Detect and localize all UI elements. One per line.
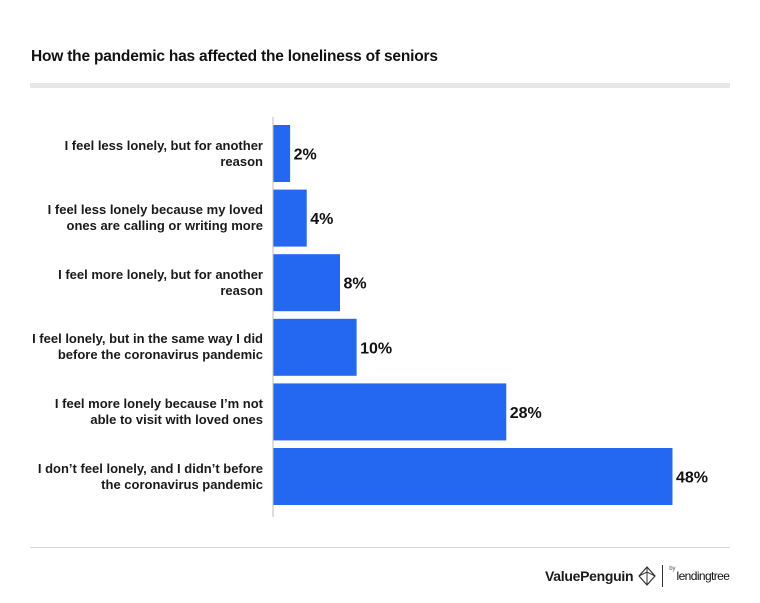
- bottom-divider: [30, 547, 730, 548]
- category-label-line: I feel lonely, but in the same way I did: [32, 331, 263, 347]
- bar-2: [273, 189, 307, 247]
- bar-1: [273, 125, 291, 182]
- category-label-line: the coronavirus pandemic: [101, 476, 263, 492]
- by-text: by: [669, 566, 676, 572]
- chart-title: How the pandemic has affected the loneli…: [31, 48, 438, 65]
- category-label-line: I feel more lonely because I’m not: [54, 395, 263, 411]
- category-label-3: I feel more lonely, but for another reaso…: [23, 267, 263, 299]
- data-label-2: 4%: [310, 211, 333, 228]
- data-label-3: 8%: [344, 276, 367, 293]
- category-label-line: I feel less lonely, but for another: [64, 137, 263, 153]
- footer-branding: ValuePenguin by lendingtree: [545, 563, 730, 589]
- valuepenguin-logo-icon: [638, 566, 657, 586]
- category-label-line: before the coronavirus pandemic: [57, 347, 263, 363]
- valuepenguin-logo-text: ValuePenguin: [545, 568, 634, 584]
- bar-4: [273, 318, 357, 376]
- category-label-line: I don’t feel lonely, and I didn’t before: [37, 460, 263, 476]
- category-label-line: reason: [220, 153, 263, 169]
- category-label-5: I feel more lonely because I’m not able t…: [23, 396, 263, 428]
- bar-5: [273, 383, 507, 441]
- category-label-line: I feel less lonely because my loved: [47, 202, 263, 218]
- category-label-6: I don’t feel lonely, and I didn’t before…: [23, 461, 263, 493]
- category-label-line: reason: [220, 282, 263, 298]
- bar-3: [273, 254, 340, 312]
- category-label-line: able to visit with loved ones: [90, 411, 263, 427]
- category-label-line: ones are calling or writing more: [66, 218, 264, 234]
- category-label-4: I feel lonely, but in the same way I did…: [23, 331, 263, 363]
- data-label-1: 2%: [294, 147, 317, 164]
- category-label-2: I feel less lonely because my loved ones …: [23, 202, 263, 234]
- top-divider: [30, 83, 730, 88]
- bar-6: [273, 448, 673, 505]
- data-label-6: 48%: [676, 470, 708, 487]
- data-label-4: 10%: [360, 340, 392, 357]
- data-label-5: 28%: [510, 405, 542, 422]
- category-label-1: I feel less lonely, but for another reaso…: [23, 138, 263, 170]
- lendingtree-logo-text: lendingtree: [676, 569, 730, 583]
- category-label-line: I feel more lonely, but for another: [58, 266, 263, 282]
- logo-divider: [662, 565, 664, 587]
